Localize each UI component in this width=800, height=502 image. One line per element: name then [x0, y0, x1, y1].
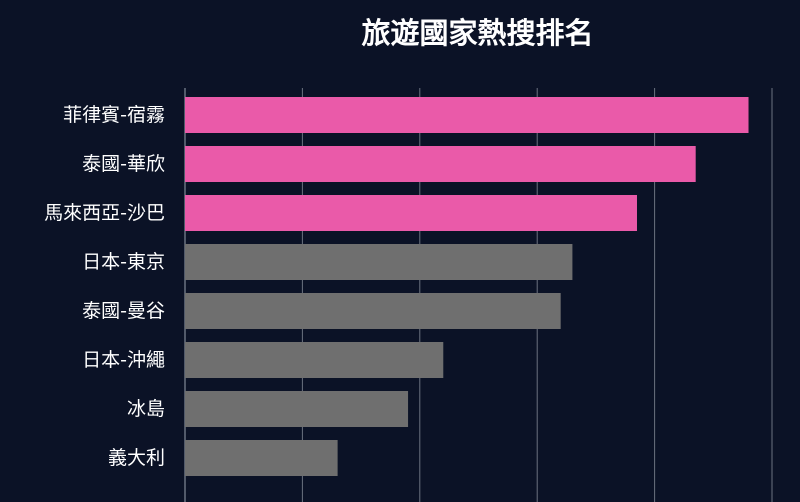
chart-title: 旅遊國家熱搜排名: [361, 16, 594, 50]
bar-3: [185, 195, 637, 231]
category-label-2: 泰國-華欣: [82, 153, 165, 175]
category-label-6: 日本-沖繩: [82, 349, 165, 371]
bar-7: [185, 391, 409, 427]
bar-5: [185, 293, 561, 329]
bar-6: [185, 342, 444, 378]
bar-8: [185, 440, 338, 476]
category-label-4: 日本-東京: [82, 251, 165, 273]
bar-1: [185, 97, 749, 133]
category-label-7: 冰島: [127, 398, 165, 420]
category-label-5: 泰國-曼谷: [82, 300, 165, 322]
bar-4: [185, 244, 573, 280]
category-label-8: 義大利: [108, 447, 165, 469]
bar-layer: [185, 97, 749, 476]
category-label-3: 馬來西亞-沙巴: [44, 202, 165, 224]
category-label-1: 菲律賓-宿霧: [63, 104, 165, 126]
bar-2: [185, 146, 696, 182]
